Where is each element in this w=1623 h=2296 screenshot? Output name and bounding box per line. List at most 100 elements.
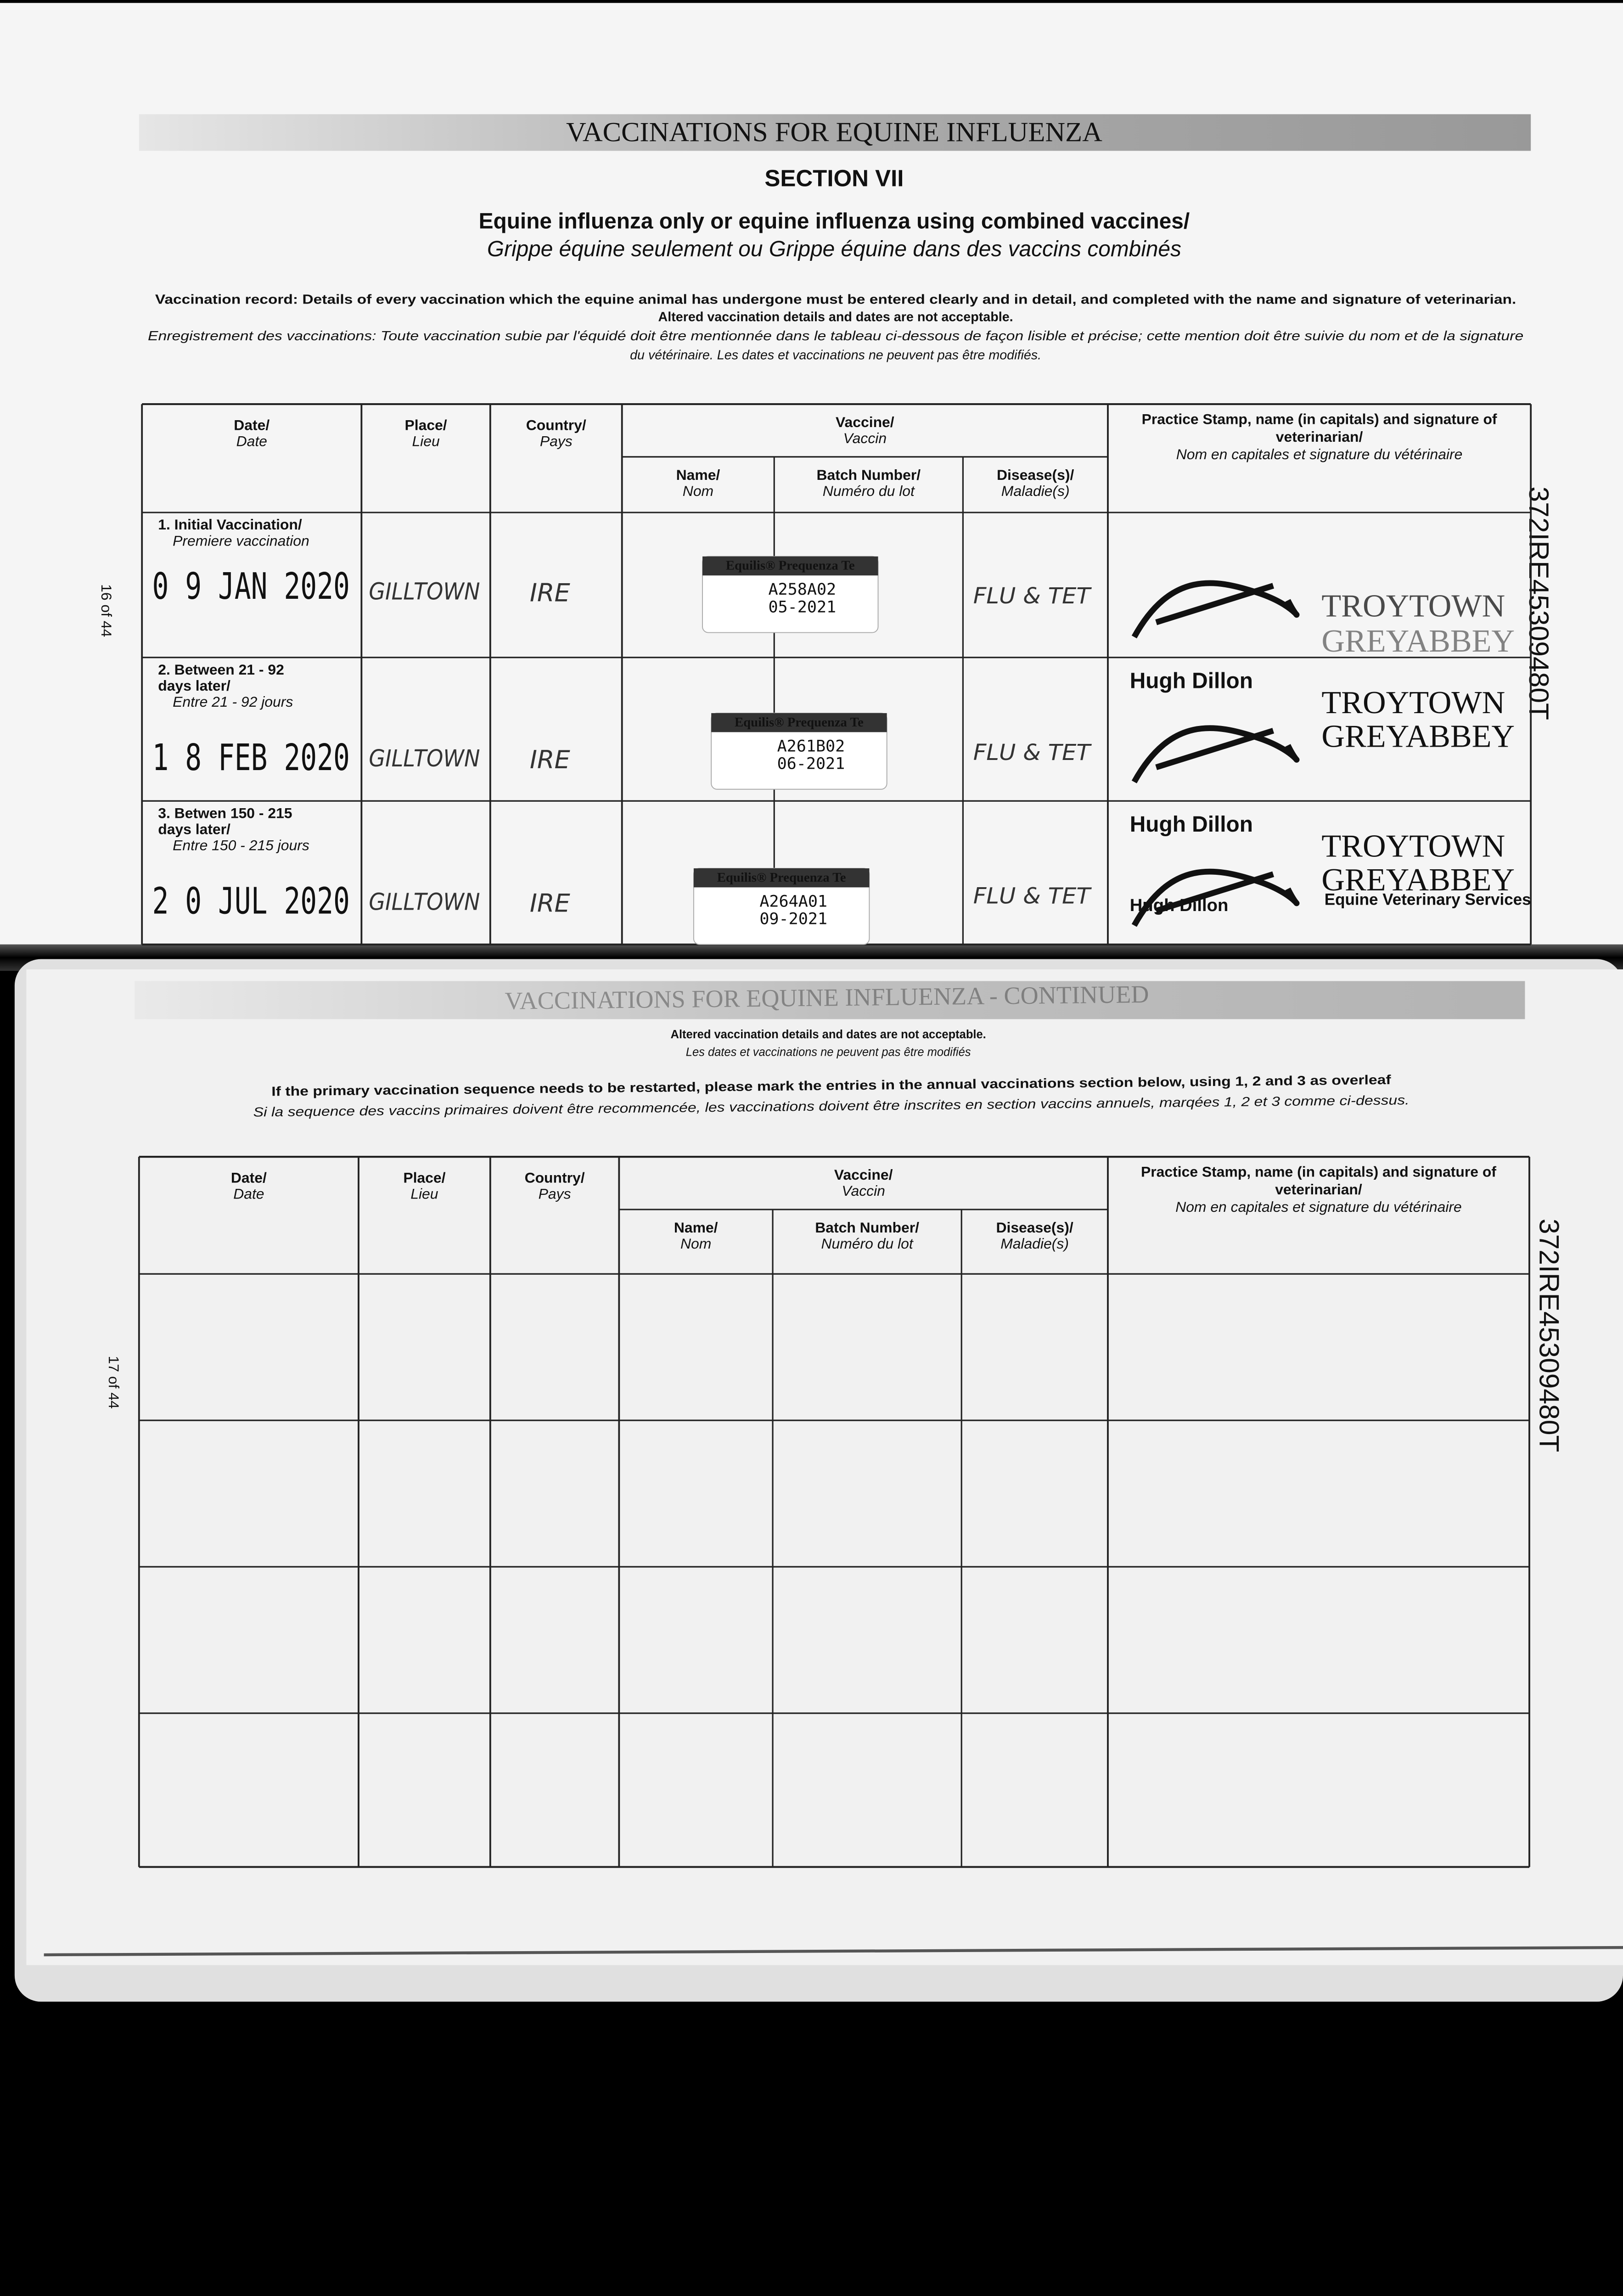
date: 1 8 FEB 2020 <box>152 736 350 779</box>
column-header-fr: Nom <box>683 483 713 499</box>
row-label: Entre 21 - 92 jours <box>173 693 293 710</box>
column-header-fr: Nom <box>680 1235 711 1252</box>
instruction: du vétérinaire. Les dates et vaccination… <box>630 348 1041 362</box>
expiry: 05-2021 <box>768 597 836 616</box>
column-header: Disease(s)/ <box>996 1219 1073 1236</box>
sticker-header <box>702 556 878 576</box>
stamp-text: Hugh Dillon <box>1130 669 1253 693</box>
vaccine-name: Equilis® Prequenza Te <box>735 715 864 730</box>
row-label: 3. Betwen 150 - 215 <box>158 805 292 821</box>
date: 2 0 JUL 2020 <box>152 879 350 922</box>
banner <box>135 981 1525 1019</box>
stamp-text: Hugh Dillon <box>1130 895 1229 915</box>
column-header: Date/ <box>234 416 270 433</box>
disease: FLU & TET <box>973 884 1092 909</box>
passport-id: 372IRE45309480T <box>1523 487 1555 720</box>
sticker-header <box>693 868 870 888</box>
row-label: Entre 150 - 215 jours <box>173 837 309 854</box>
column-header-fr: Maladie(s) <box>1001 483 1070 499</box>
stamp-text: TROYTOWN <box>1321 685 1505 720</box>
column-header: Country/ <box>526 416 586 433</box>
column-header: Vaccine/ <box>834 1166 893 1183</box>
page-edge-line <box>44 1946 1623 1957</box>
column-header: Date/ <box>231 1169 267 1186</box>
column-header-fr: Numéro du lot <box>821 1235 914 1252</box>
subtitle: Equine influenza only or equine influenz… <box>479 209 1190 233</box>
column-header: Place/ <box>405 416 447 433</box>
date: 0 9 JAN 2020 <box>152 565 350 608</box>
banner <box>139 114 1531 151</box>
page-number: 17 of 44 <box>106 1356 122 1409</box>
column-header-fr: Vaccin <box>842 1182 885 1199</box>
column-header-fr: Pays <box>540 433 573 449</box>
column-header-fr: Maladie(s) <box>1000 1235 1069 1252</box>
column-header: Vaccine/ <box>836 414 894 430</box>
stamp-text: GREYABBEY <box>1321 624 1515 659</box>
instruction: Enregistrement des vaccinations: Toute v… <box>148 329 1523 343</box>
column-header-fr: Nom en capitales et signature du vétérin… <box>1175 1199 1462 1215</box>
banner-title: VACCINATIONS FOR EQUINE INFLUENZA - CONT… <box>505 980 1149 1015</box>
country: IRE <box>530 745 571 774</box>
column-header-fr: Date <box>233 1185 264 1202</box>
signature <box>1131 725 1300 783</box>
column-header: Practice Stamp, name (in capitals) and s… <box>1141 1164 1496 1180</box>
column-header-fr: Lieu <box>412 433 440 449</box>
row-label: 1. Initial Vaccination/ <box>158 516 302 533</box>
disease: FLU & TET <box>973 584 1092 609</box>
page-number: 16 of 44 <box>98 584 115 637</box>
column-header: Disease(s)/ <box>997 467 1074 483</box>
column-header-fr: Numéro du lot <box>823 483 915 499</box>
stamp-text: GREYABBEY <box>1321 862 1515 898</box>
instruction: Altered vaccination details and dates ar… <box>658 310 1013 325</box>
signature <box>1131 868 1300 927</box>
subtitle-fr: Grippe équine seulement ou Grippe équine… <box>487 237 1181 261</box>
column-header: Practice Stamp, name (in capitals) and s… <box>1142 411 1497 428</box>
country: IRE <box>530 889 571 917</box>
row-label: days later/ <box>158 821 230 837</box>
place: GILLTOWN <box>369 578 480 605</box>
batch-number: A264A01 <box>759 892 827 911</box>
batch-number: A261B02 <box>777 737 845 755</box>
column-header-fr: Lieu <box>410 1185 438 1202</box>
row-label: days later/ <box>158 677 230 694</box>
sticker-header <box>711 713 887 732</box>
column-header: Name/ <box>674 1219 718 1236</box>
expiry: 06-2021 <box>777 754 845 773</box>
batch-number: A258A02 <box>768 580 836 599</box>
vaccine-name: Equilis® Prequenza Te <box>717 870 846 885</box>
column-header: veterinarian/ <box>1275 1181 1362 1198</box>
column-header: veterinarian/ <box>1276 428 1363 445</box>
note: Altered vaccination details and dates ar… <box>671 1028 986 1041</box>
note: Les dates et vaccinations ne peuvent pas… <box>686 1046 971 1058</box>
stamp-text: TROYTOWN <box>1321 829 1505 864</box>
stamp-text: Hugh Dillon <box>1130 812 1253 837</box>
column-header: Place/ <box>403 1169 445 1186</box>
column-header-fr: Pays <box>539 1185 571 1202</box>
vaccine-name: Equilis® Prequenza Te <box>726 558 855 573</box>
column-header-fr: Date <box>236 433 267 449</box>
column-header: Batch Number/ <box>815 1219 919 1236</box>
row-label: 2. Between 21 - 92 <box>158 661 284 678</box>
page-17 <box>26 969 1623 1965</box>
country: IRE <box>530 578 571 607</box>
stamp-text: Equine Veterinary Services <box>1325 890 1531 908</box>
column-header-fr: Vaccin <box>843 430 887 446</box>
column-header: Name/ <box>676 467 720 483</box>
instruction: Vaccination record: Details of every vac… <box>155 292 1516 307</box>
stamp-text: TROYTOWN <box>1321 589 1505 624</box>
passport-id: 372IRE45309480T <box>1533 1219 1565 1452</box>
stamp-text: GREYABBEY <box>1321 719 1515 754</box>
banner-title: VACCINATIONS FOR EQUINE INFLUENZA <box>566 117 1102 147</box>
column-header-fr: Nom en capitales et signature du vétérin… <box>1176 446 1463 462</box>
place: GILLTOWN <box>369 889 480 916</box>
section-title: SECTION VII <box>764 165 904 191</box>
signature <box>1131 580 1300 639</box>
column-header: Country/ <box>525 1169 585 1186</box>
column-header: Batch Number/ <box>816 467 921 483</box>
place: GILLTOWN <box>369 745 480 772</box>
disease: FLU & TET <box>973 740 1092 765</box>
row-label: Premiere vaccination <box>173 532 309 549</box>
expiry: 09-2021 <box>759 910 827 929</box>
